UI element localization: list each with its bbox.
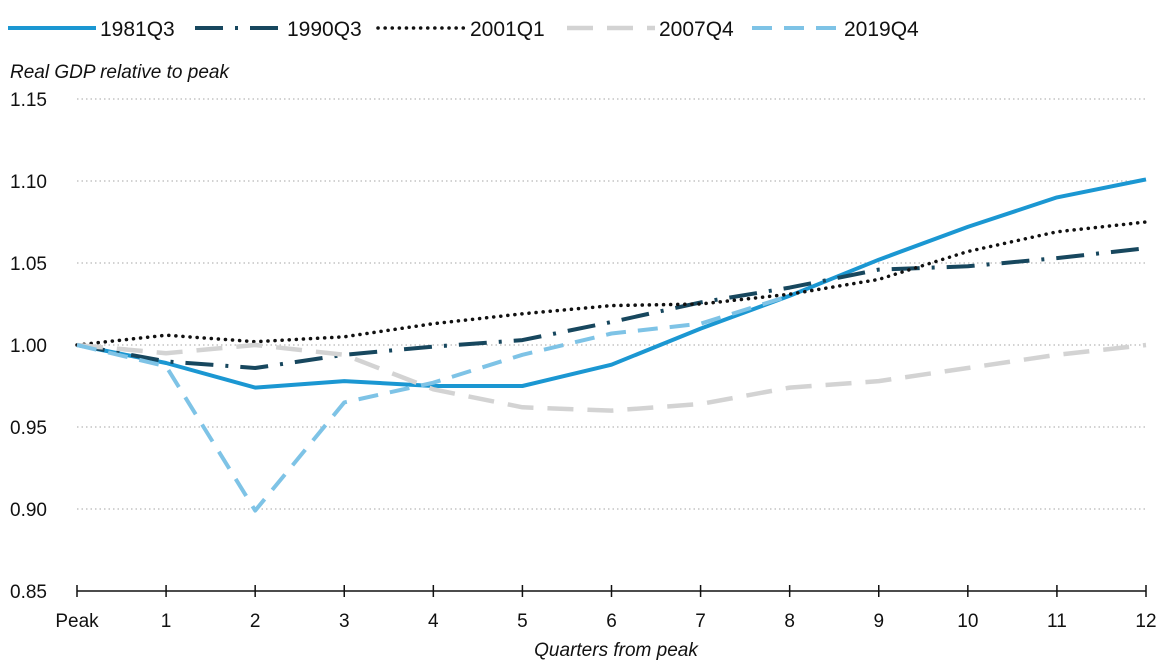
x-tick-label: 7 xyxy=(695,611,706,632)
y-tick-label: 0.95 xyxy=(10,418,47,439)
y-tick-label: 0.90 xyxy=(10,500,47,521)
legend: 1981Q3 1990Q3 2001Q1 2007Q4 2019Q4 xyxy=(8,18,919,41)
y-axis-title: Real GDP relative to peak xyxy=(10,62,230,83)
legend-item: 1990Q3 xyxy=(195,18,362,41)
y-axis-ticks: 0.85 0.90 0.95 1.00 1.05 1.10 1.15 xyxy=(10,90,47,603)
x-tick-label: 2 xyxy=(250,611,261,632)
y-tick-label: 1.00 xyxy=(10,336,47,357)
x-tick-label: 5 xyxy=(517,611,528,632)
legend-item: 1981Q3 xyxy=(8,18,175,41)
series-line-2019Q4 xyxy=(76,293,791,513)
x-tick-label: 11 xyxy=(1047,611,1067,632)
series-line-1981Q3 xyxy=(76,177,1147,390)
series-lines xyxy=(75,177,1148,513)
legend-label: 1990Q3 xyxy=(287,18,362,41)
legend-label: 1981Q3 xyxy=(100,18,175,41)
legend-label: 2001Q1 xyxy=(470,18,545,41)
legend-item: 2019Q4 xyxy=(752,18,919,41)
x-tick-label: 1 xyxy=(161,611,172,632)
y-tick-label: 1.15 xyxy=(10,90,47,111)
series-line-1990Q3 xyxy=(76,246,1147,370)
x-tick-label: 3 xyxy=(339,611,350,632)
x-axis-title: Quarters from peak xyxy=(534,640,699,661)
x-tick-label: 4 xyxy=(428,611,439,632)
x-tick-label: Peak xyxy=(55,611,99,632)
y-tick-label: 0.85 xyxy=(10,582,47,603)
series-line-2001Q1 xyxy=(75,220,1148,347)
gridlines xyxy=(77,98,1146,510)
y-tick-label: 1.10 xyxy=(10,172,47,193)
legend-item: 2001Q1 xyxy=(376,18,545,41)
x-tick-label: 6 xyxy=(606,611,617,632)
x-tick-label: 9 xyxy=(873,611,884,632)
x-tick-label: 12 xyxy=(1135,611,1156,632)
series-line-2007Q4 xyxy=(76,342,1147,413)
y-tick-label: 1.05 xyxy=(10,254,47,275)
x-tick-label: 8 xyxy=(784,611,795,632)
legend-item: 2007Q4 xyxy=(567,18,734,41)
legend-label: 2007Q4 xyxy=(659,18,734,41)
x-axis: Peak 1 2 3 4 5 6 7 8 9 10 11 12 xyxy=(55,585,1157,632)
x-tick-label: 10 xyxy=(957,611,978,632)
legend-label: 2019Q4 xyxy=(844,18,919,41)
